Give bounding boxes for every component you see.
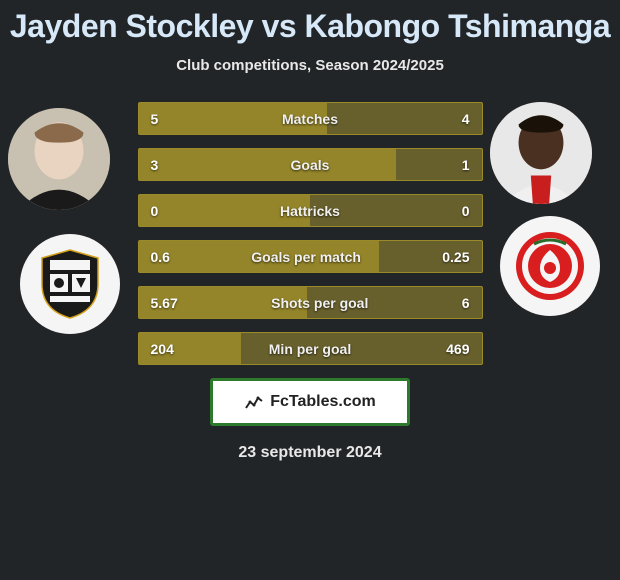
- stat-value-right: 1: [462, 157, 482, 173]
- player2-avatar: [490, 102, 592, 204]
- stat-row: 0Hattricks0: [138, 194, 483, 227]
- player1-avatar: [8, 108, 110, 210]
- stat-bar-track: 3Goals1: [138, 148, 483, 181]
- comparison-panel: 5Matches4 3Goals1 0Hattricks0 0.6Goals per …: [0, 102, 620, 462]
- stat-row: 0.6Goals per match0.25: [138, 240, 483, 273]
- stat-bar-track: 204Min per goal469: [138, 332, 483, 365]
- stat-label: Goals per match: [170, 249, 442, 265]
- season-subtitle: Club competitions, Season 2024/2025: [0, 57, 620, 74]
- stat-value-left: 5: [139, 111, 159, 127]
- page-title: Jayden Stockley vs Kabongo Tshimanga: [0, 0, 620, 45]
- stat-value-right: 4: [462, 111, 482, 127]
- stat-value-right: 6: [462, 295, 482, 311]
- stat-label: Shots per goal: [178, 295, 462, 311]
- stat-row: 5.67Shots per goal6: [138, 286, 483, 319]
- stat-label: Matches: [158, 111, 461, 127]
- stat-value-left: 0: [139, 203, 159, 219]
- stat-row: 5Matches4: [138, 102, 483, 135]
- player1-club-crest: [20, 234, 120, 334]
- stat-value-right: 469: [446, 341, 481, 357]
- stat-bar-track: 5.67Shots per goal6: [138, 286, 483, 319]
- fctables-logo-icon: [244, 392, 264, 412]
- stat-row: 3Goals1: [138, 148, 483, 181]
- snapshot-date: 23 september 2024: [0, 444, 620, 462]
- stat-label: Min per goal: [174, 341, 446, 357]
- stat-bar-track: 0Hattricks0: [138, 194, 483, 227]
- stat-value-left: 0.6: [139, 249, 170, 265]
- player2-club-crest: [500, 216, 600, 316]
- stat-value-left: 204: [139, 341, 174, 357]
- stat-row: 204Min per goal469: [138, 332, 483, 365]
- source-badge-label: FcTables.com: [270, 393, 376, 411]
- stat-bars: 5Matches4 3Goals1 0Hattricks0 0.6Goals per …: [138, 102, 483, 365]
- stat-value-right: 0: [462, 203, 482, 219]
- stat-label: Hattricks: [158, 203, 461, 219]
- stat-label: Goals: [158, 157, 461, 173]
- stat-bar-track: 0.6Goals per match0.25: [138, 240, 483, 273]
- stat-value-left: 3: [139, 157, 159, 173]
- source-badge: FcTables.com: [210, 378, 410, 426]
- stat-value-right: 0.25: [442, 249, 481, 265]
- stat-value-left: 5.67: [139, 295, 178, 311]
- stat-bar-track: 5Matches4: [138, 102, 483, 135]
